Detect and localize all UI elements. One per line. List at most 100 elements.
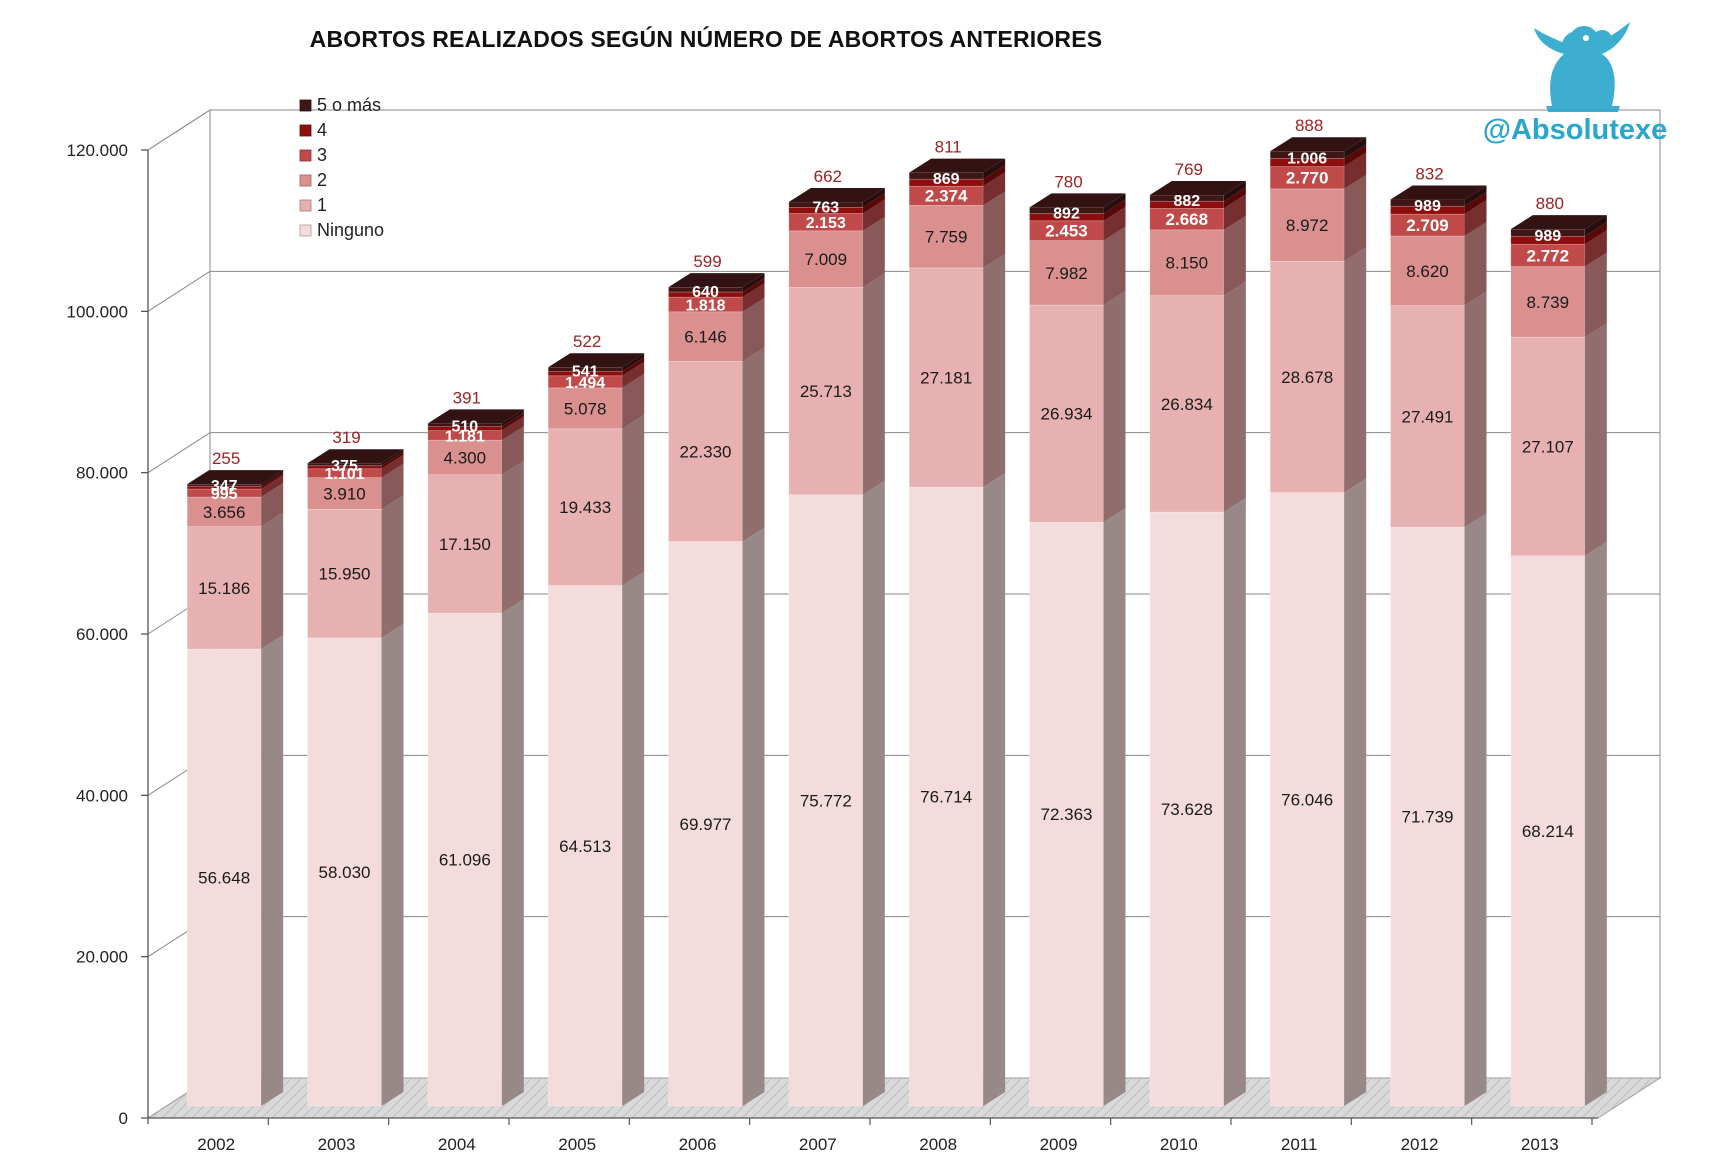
- data-label-2013-4: 989: [1534, 228, 1561, 245]
- bar-front: [547, 387, 623, 430]
- bar-top: [307, 449, 404, 464]
- bar-segment-2011-1: [1269, 247, 1367, 493]
- bar-segment-2007-2: [788, 216, 885, 288]
- bar-top: [1270, 137, 1367, 152]
- bar-segment-2008-5-o-más: [908, 158, 1006, 180]
- bar-segment-2011-Ninguno: [1269, 478, 1367, 1107]
- bar-front: [1390, 235, 1465, 306]
- bar-side: [381, 623, 404, 1106]
- y-tick-label: 100.000: [67, 302, 128, 321]
- bar-side: [381, 495, 404, 638]
- bar-side: [742, 347, 765, 542]
- bar-side: [1344, 478, 1367, 1106]
- bar-side: [381, 454, 404, 478]
- bar-side: [381, 451, 404, 469]
- data-label-2008-3: 2.374: [925, 187, 968, 206]
- data-label-2012-Ninguno: 71.739: [1402, 808, 1454, 827]
- bar-front: [307, 508, 382, 639]
- bar-side: [1223, 181, 1246, 202]
- bar-segment-2013-5-o-más: [1510, 215, 1607, 237]
- bar-side: [1584, 230, 1607, 267]
- bar-segment-2011-5-o-más: [1269, 137, 1367, 159]
- data-label-2012-3: 2.709: [1406, 216, 1449, 235]
- bar-side: [501, 460, 524, 614]
- data-label-2008-4: 869: [933, 171, 960, 188]
- bar-front: [1149, 511, 1225, 1107]
- bar-segment-2011-2: [1269, 174, 1367, 262]
- bar-front: [1029, 304, 1104, 523]
- bar-top: [788, 187, 885, 202]
- bar-side: [1464, 513, 1487, 1106]
- bar-side: [862, 480, 885, 1106]
- data-label-2004-2: 4.300: [444, 448, 487, 467]
- bar-segment-2009-Ninguno: [1029, 508, 1126, 1107]
- bar-segment-2003-Ninguno: [307, 623, 404, 1107]
- bar-side: [1103, 226, 1126, 306]
- data-label-2006-5-o-más: 599: [693, 252, 721, 271]
- bar-side: [1223, 194, 1246, 230]
- data-label-2009-1: 26.934: [1041, 405, 1093, 424]
- bar-front: [1029, 240, 1104, 306]
- data-label-2002-3: 995: [211, 486, 238, 503]
- data-label-2010-1: 26.834: [1161, 395, 1213, 414]
- data-label-2003-2: 3.910: [323, 484, 366, 503]
- x-tick-label-2010: 2010: [1160, 1135, 1198, 1154]
- data-label-2011-3: 2.770: [1286, 169, 1329, 188]
- bar-top: [187, 470, 284, 485]
- data-label-2007-2: 7.009: [805, 250, 848, 269]
- bar-front: [307, 637, 382, 1107]
- data-label-2008-2: 7.759: [925, 228, 968, 247]
- bar-front: [908, 267, 984, 488]
- x-tick-label-2002: 2002: [197, 1135, 235, 1154]
- bar-side: [983, 158, 1006, 180]
- bar-side: [983, 191, 1006, 268]
- bar-segment-2002-5-o-más: [186, 470, 284, 487]
- data-label-2010-4: 882: [1173, 193, 1200, 210]
- data-label-2004-3: 1.181: [445, 428, 485, 445]
- bar-side: [1464, 291, 1487, 528]
- data-label-2007-3: 2.153: [806, 215, 846, 232]
- bar-segment-2012-3: [1390, 200, 1487, 237]
- bar-side: [1584, 215, 1607, 237]
- bar-segment-2012-Ninguno: [1390, 513, 1487, 1107]
- bar-segment-2007-3: [788, 199, 885, 232]
- legend-item-Ninguno: Ninguno: [299, 220, 384, 240]
- legend-swatch: [299, 199, 312, 212]
- bar-side: [1223, 215, 1246, 296]
- data-label-2013-2: 8.739: [1527, 293, 1570, 312]
- data-label-2012-2: 8.620: [1406, 262, 1449, 281]
- x-tick-label-2012: 2012: [1401, 1135, 1439, 1154]
- bar-top: [909, 158, 1006, 173]
- bar-front: [1510, 555, 1586, 1107]
- bar-segment-2006-5-o-más: [668, 273, 765, 293]
- data-label-2007-Ninguno: 75.772: [800, 791, 852, 810]
- legend-swatch: [299, 149, 312, 162]
- gridline-side: [147, 270, 211, 312]
- legend-item-1: 1: [299, 195, 327, 215]
- y-tick-label: 0: [119, 1109, 128, 1128]
- bar-side: [1344, 174, 1367, 262]
- data-label-2013-5-o-más: 880: [1536, 194, 1564, 213]
- data-label-2004-Ninguno: 61.096: [439, 851, 491, 870]
- bar-side: [1344, 137, 1367, 159]
- y-tick-label: 60.000: [76, 625, 128, 644]
- bar-segment-2010-Ninguno: [1149, 498, 1246, 1107]
- bar-side: [742, 273, 765, 292]
- bar-front: [186, 496, 262, 527]
- data-label-2003-Ninguno: 58.030: [319, 863, 371, 882]
- chart-axes: 0 20.000 40.000 60.000 80.000 100.000 120.000 2…: [67, 141, 1598, 1154]
- bar-side: [1464, 192, 1487, 215]
- bar-front: [427, 439, 503, 476]
- legend-label: Ninguno: [317, 220, 384, 240]
- x-tick-label-2003: 2003: [318, 1135, 356, 1154]
- data-label-2005-Ninguno: 64.513: [559, 837, 611, 856]
- bar-front: [788, 494, 864, 1107]
- x-tick-label-2008: 2008: [919, 1135, 957, 1154]
- bar-segment-2002-1: [186, 512, 284, 650]
- legend-label: 2: [317, 170, 327, 190]
- data-label-2009-3: 2.453: [1045, 222, 1088, 241]
- data-label-2003-4: 375: [331, 458, 358, 475]
- bar-segment-2008-2: [908, 191, 1006, 269]
